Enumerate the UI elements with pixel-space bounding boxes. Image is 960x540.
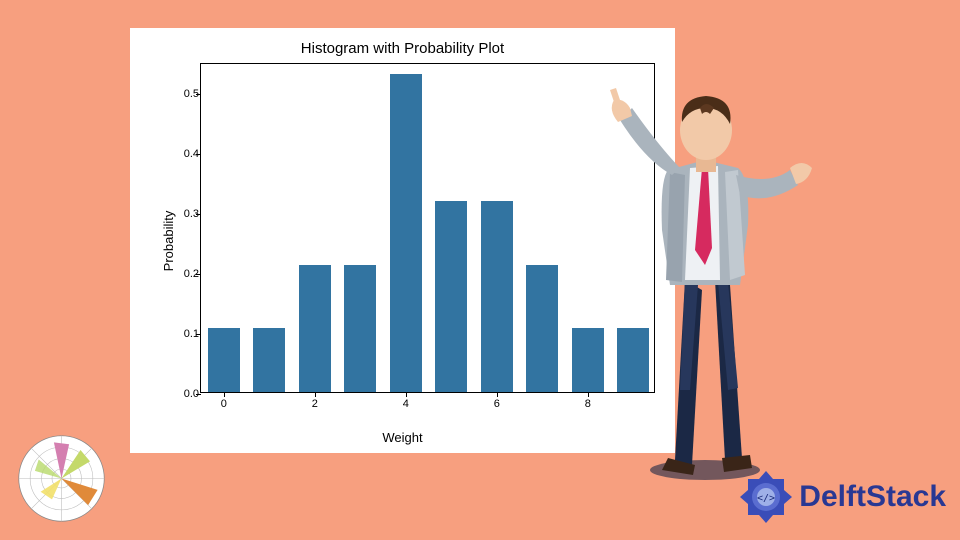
- y-tick-mark: [196, 154, 201, 155]
- x-tick-mark: [315, 392, 316, 397]
- y-tick-mark: [196, 394, 201, 395]
- plot-area: 0.00.10.20.30.40.502468: [200, 63, 655, 393]
- x-tick-label: 6: [494, 398, 500, 410]
- histogram-bar: [481, 201, 513, 392]
- x-tick-mark: [497, 392, 498, 397]
- polar-rose-icon: [14, 431, 109, 526]
- histogram-bar: [208, 328, 240, 392]
- delftstack-badge-icon: </>: [737, 468, 795, 526]
- svg-text:</>: </>: [757, 493, 775, 504]
- y-tick-mark: [196, 214, 201, 215]
- x-tick-mark: [588, 392, 589, 397]
- histogram-bar: [253, 328, 285, 392]
- histogram-bar: [526, 265, 558, 392]
- x-tick-label: 4: [403, 398, 409, 410]
- x-tick-mark: [406, 392, 407, 397]
- delftstack-logo: </> DelftStack: [737, 468, 946, 526]
- y-tick-mark: [196, 334, 201, 335]
- presenter-figure: [590, 50, 820, 480]
- histogram-bar: [390, 74, 422, 392]
- histogram-bar: [344, 265, 376, 392]
- x-tick-label: 0: [221, 398, 227, 410]
- x-tick-label: 2: [312, 398, 318, 410]
- y-tick-mark: [196, 274, 201, 275]
- delftstack-text: DelftStack: [799, 480, 946, 514]
- y-axis-label: Probability: [161, 210, 176, 271]
- x-tick-mark: [224, 392, 225, 397]
- y-tick-mark: [196, 94, 201, 95]
- histogram-bar: [299, 265, 331, 392]
- histogram-bar: [435, 201, 467, 392]
